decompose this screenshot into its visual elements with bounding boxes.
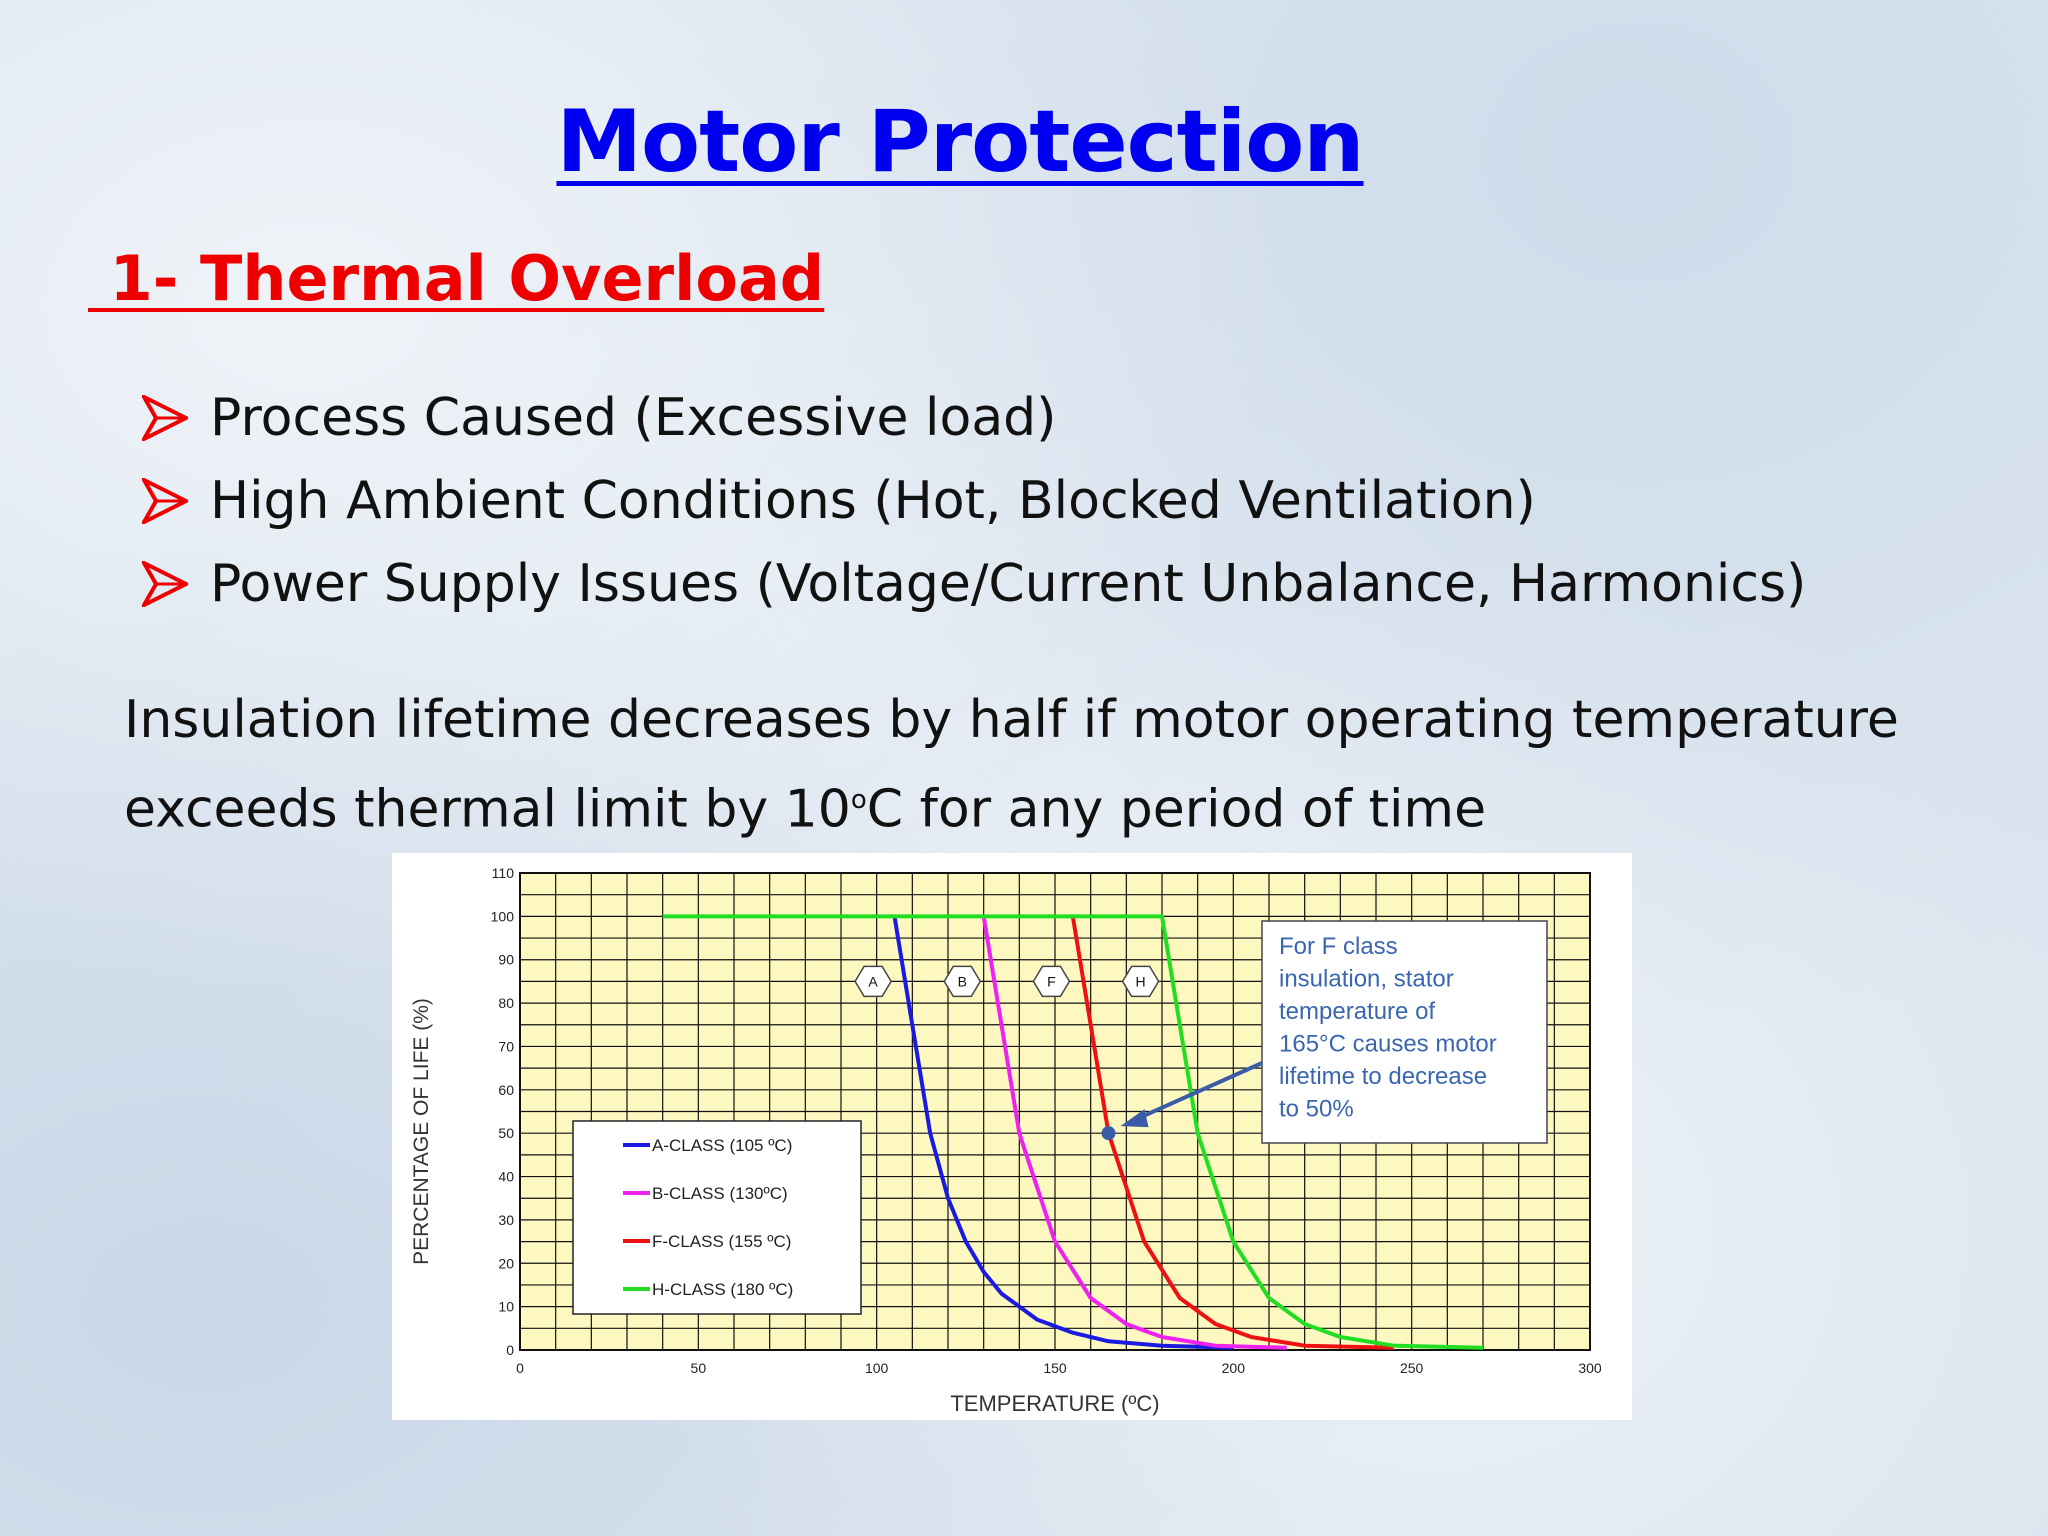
bullet-item: Process Caused (Excessive load) [142,376,1806,459]
x-tick-label: 200 [1222,1360,1246,1376]
insulation-life-chart: 0 50 100 150 200 250 300 0 10 20 30 40 50 60 70 80 90 100… [392,853,1632,1420]
x-axis-label: TEMPERATURE (ºC) [950,1391,1159,1416]
y-tick-label: 30 [498,1212,514,1228]
bullet-text: Power Supply Issues (Voltage/Current Unb… [210,553,1807,614]
degree-superscript: o [850,785,867,815]
legend-box [572,1120,862,1315]
legend-label: B-CLASS (130ºC) [652,1184,788,1203]
arrow-bullet-icon [142,394,210,441]
bullet-item: High Ambient Conditions (Hot, Blocked Ve… [142,459,1806,542]
annotation-box [1261,920,1548,1144]
annotation-line: lifetime to decrease [1279,1063,1487,1090]
class-tag-badge [1121,965,1160,998]
x-tick-label: 250 [1400,1360,1424,1376]
y-tick-label: 110 [492,865,515,881]
y-tick-label: 70 [498,1038,514,1054]
x-tick-label: 100 [865,1360,889,1376]
class-tag-label: B [958,973,967,989]
legend-label: H-CLASS (180 ºC) [652,1280,793,1299]
bullet-list: Process Caused (Excessive load) High Amb… [142,376,1806,625]
annotation-line: insulation, stator [1279,966,1454,993]
section-heading: 1- Thermal Overload [88,242,825,315]
highlight-point [1101,1126,1116,1141]
legend-label: A-CLASS (105 ºC) [652,1136,792,1155]
class-tag-badge [1032,965,1071,998]
x-tick-label: 50 [691,1360,707,1376]
class-tag-label: H [1136,973,1146,989]
bullet-text: High Ambient Conditions (Hot, Blocked Ve… [210,470,1536,531]
y-tick-label: 0 [506,1342,514,1358]
series-line [662,914,1484,1350]
y-tick-label: 100 [491,908,515,924]
legend-label: F-CLASS (155 ºC) [652,1232,791,1251]
annotation-line: 165°C causes motor [1279,1031,1497,1058]
series-line [1070,916,1394,1350]
x-tick-label: 0 [516,1360,524,1376]
slide-title: Motor Protection [556,92,1364,192]
arrow-bullet-icon [142,477,210,524]
statement-line-1: Insulation lifetime decreases by half if… [124,690,1899,750]
chart-svg: 0 50 100 150 200 250 300 0 10 20 30 40 50 60 70 80 90 100… [410,865,1602,1416]
statement-text: exceeds thermal limit by 10 [124,779,851,840]
y-tick-label: 10 [498,1299,514,1315]
annotation-arrowhead [1120,1109,1149,1128]
class-tag-badge [943,965,982,998]
y-tick-label: 90 [498,952,514,968]
arrow-bullet-icon [142,560,210,607]
class-tag-badge [854,965,892,998]
y-axis-label: PERCENTAGE OF LIFE (%) [410,998,433,1265]
series-line [892,916,1234,1350]
statement-line-2: exceeds thermal limit by 10oC for any pe… [124,760,1899,849]
plot-border [519,872,1591,1351]
x-tick-label: 150 [1043,1360,1067,1376]
legend: A-CLASS (105 ºC) B-CLASS (130ºC) F-CLASS (… [572,1120,862,1315]
statement-text-end: C for any period of time [866,779,1487,840]
annotation-line: For F class [1279,933,1398,960]
x-tick-label: 300 [1578,1360,1602,1376]
y-tick-label: 60 [498,1082,514,1098]
series-line [981,916,1287,1350]
annotation-line: to 50% [1279,1096,1354,1123]
bullet-text: Process Caused (Excessive load) [210,387,1057,448]
annotation-line: temperature of [1279,998,1435,1025]
y-tick-label: 80 [498,995,514,1011]
class-tag-label: A [868,973,878,989]
class-tag-label: F [1047,973,1056,989]
annotation-arrow [1137,1061,1263,1121]
bullet-item: Power Supply Issues (Voltage/Current Unb… [142,542,1806,625]
insulation-statement: Insulation lifetime decreases by half if… [124,680,1899,849]
y-tick-label: 40 [498,1169,514,1185]
y-tick-label: 20 [498,1255,514,1271]
y-tick-label: 50 [498,1125,514,1141]
